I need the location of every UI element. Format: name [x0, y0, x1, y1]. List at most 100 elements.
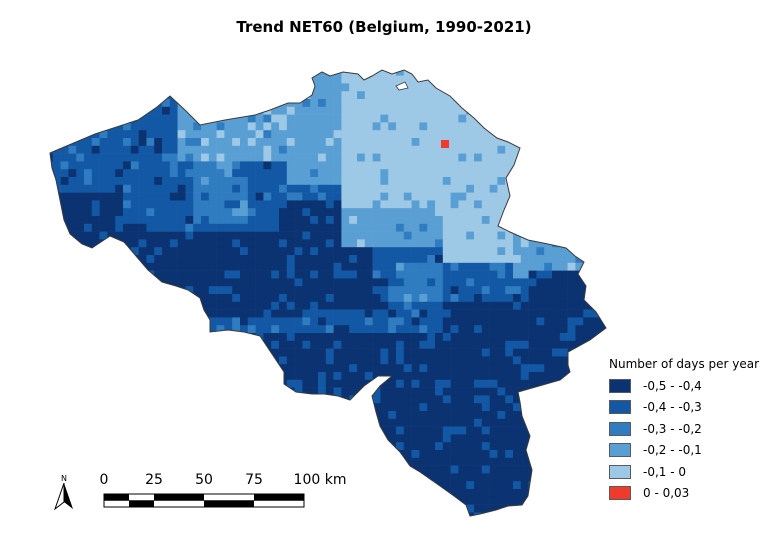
grid-cell — [286, 340, 295, 349]
grid-cell — [536, 333, 545, 342]
grid-cell — [123, 465, 132, 474]
grid-cell — [474, 130, 483, 139]
grid-cell — [130, 442, 139, 451]
grid-cell — [68, 216, 77, 225]
grid-cell — [520, 395, 529, 404]
grid-cell — [575, 442, 584, 451]
grid-cell — [341, 372, 350, 381]
grid-cell — [232, 130, 241, 139]
grid-cell — [505, 270, 514, 279]
grid-cell — [208, 169, 217, 178]
grid-cell — [388, 122, 397, 131]
grid-cell — [146, 278, 155, 287]
grid-cell — [559, 99, 568, 108]
grid-cell — [489, 278, 498, 287]
grid-cell — [474, 255, 483, 264]
grid-cell — [614, 232, 622, 240]
grid-cell — [247, 309, 256, 318]
grid-cell — [552, 309, 561, 318]
grid-cell — [481, 255, 490, 264]
grid-cell — [505, 473, 514, 482]
grid-cell — [286, 512, 295, 516]
grid-cell — [216, 83, 225, 92]
grid-cell — [216, 231, 225, 240]
grid-cell — [294, 340, 303, 349]
grid-cell — [115, 153, 124, 162]
grid-cell — [591, 481, 600, 490]
grid-cell — [442, 426, 451, 435]
grid-cell — [489, 184, 498, 193]
grid-cell — [216, 294, 225, 303]
grid-cell — [536, 130, 545, 139]
grid-cell — [224, 184, 233, 193]
grid-cell — [341, 418, 350, 427]
grid-cell — [76, 114, 85, 123]
grid-cell — [450, 387, 459, 396]
grid-cell — [357, 192, 366, 201]
grid-cell — [481, 426, 490, 435]
grid-cell — [458, 83, 467, 92]
grid-cell — [536, 473, 545, 482]
grid-cell — [286, 457, 295, 466]
grid-cell — [162, 161, 171, 170]
grid-cell — [154, 520, 162, 528]
grid-cell — [310, 504, 319, 513]
grid-cell — [481, 442, 490, 451]
grid-cell — [60, 200, 69, 209]
grid-cell — [598, 340, 606, 349]
grid-cell — [489, 426, 498, 435]
grid-cell — [224, 216, 233, 225]
grid-cell — [76, 403, 85, 412]
grid-cell — [224, 262, 233, 271]
grid-cell — [68, 223, 77, 232]
grid-cell — [201, 450, 210, 459]
grid-cell — [357, 255, 366, 264]
grid-cell — [583, 450, 592, 459]
grid-cell — [419, 239, 428, 248]
grid-cell — [45, 520, 53, 528]
grid-cell — [76, 387, 85, 396]
grid-cell — [364, 481, 373, 490]
grid-cell — [607, 255, 615, 263]
grid-cell — [520, 130, 529, 139]
grid-cell — [528, 403, 537, 412]
grid-cell — [466, 520, 474, 528]
grid-cell — [247, 372, 256, 381]
grid-cell — [481, 99, 490, 108]
grid-cell — [403, 340, 412, 349]
grid-cell — [575, 75, 584, 84]
grid-cell — [263, 192, 272, 201]
grid-cell — [310, 348, 319, 357]
grid-cell — [247, 75, 256, 84]
grid-cell — [60, 434, 69, 443]
grid-cell — [201, 379, 210, 388]
scale-bar-graphic — [103, 493, 305, 508]
grid-cell — [349, 489, 358, 498]
grid-cell — [68, 294, 77, 303]
grid-cell — [76, 200, 85, 209]
grid-cell — [92, 520, 100, 528]
grid-cell — [263, 356, 272, 365]
grid-cell — [396, 91, 405, 100]
grid-cell — [349, 325, 358, 334]
grid-cell — [575, 348, 584, 357]
grid-cell — [591, 83, 600, 92]
grid-cell — [442, 496, 451, 505]
grid-cell — [474, 239, 483, 248]
grid-cell — [169, 465, 178, 474]
grid-cell — [333, 512, 342, 516]
grid-cell — [396, 184, 405, 193]
grid-cell — [411, 309, 420, 318]
grid-cell — [146, 223, 155, 232]
grid-cell — [575, 262, 584, 271]
grid-cell — [513, 520, 521, 528]
grid-cell — [255, 403, 264, 412]
grid-cell — [489, 99, 498, 108]
grid-cell — [349, 223, 358, 232]
grid-cell — [607, 520, 615, 528]
grid-cell — [505, 216, 514, 225]
grid-cell — [310, 60, 318, 68]
grid-cell — [162, 348, 171, 357]
grid-cell — [208, 70, 217, 76]
grid-cell — [349, 153, 358, 162]
